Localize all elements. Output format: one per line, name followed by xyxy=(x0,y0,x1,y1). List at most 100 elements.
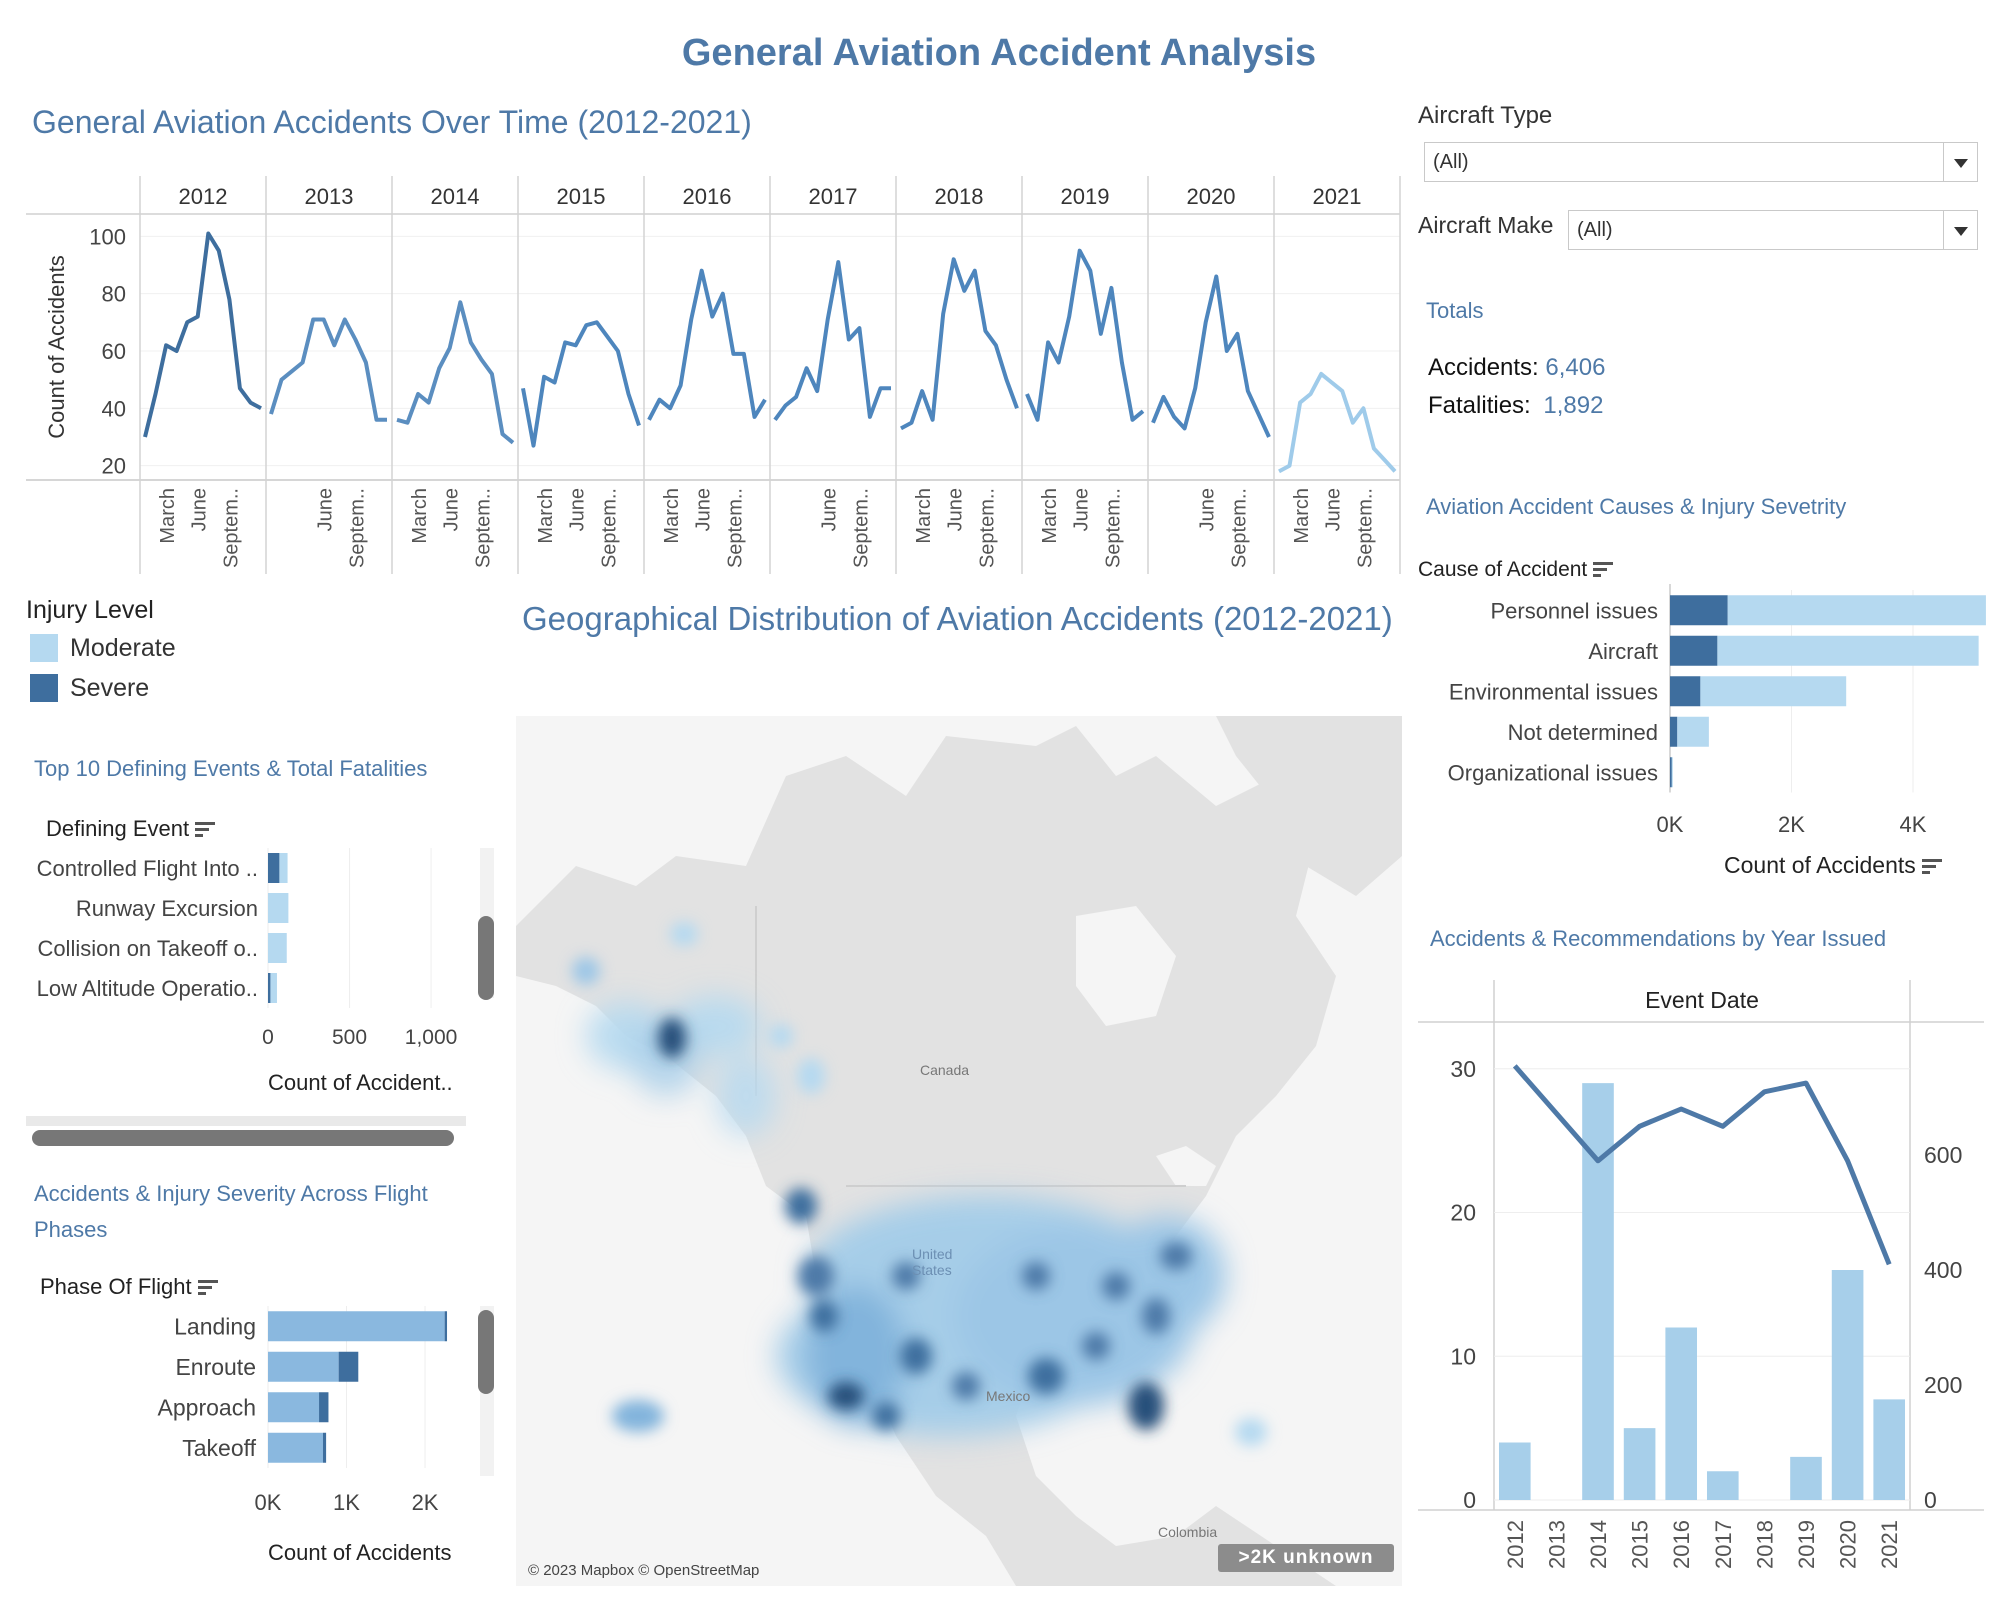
causes-bar-moderate[interactable] xyxy=(1700,676,1847,707)
events-bar-moderate[interactable] xyxy=(270,973,277,1003)
phases-bar-severe[interactable] xyxy=(338,1351,359,1382)
events-category-label[interactable]: Low Altitude Operatio.. xyxy=(37,976,258,1001)
causes-bar-severe[interactable] xyxy=(1670,595,1728,626)
defining-event-header[interactable]: Defining Event xyxy=(46,816,216,842)
ts-line-2014[interactable] xyxy=(396,300,515,445)
causes-bar-moderate[interactable] xyxy=(1671,757,1673,788)
ts-line-2018[interactable] xyxy=(900,257,1019,431)
events-category-label[interactable]: Controlled Flight Into .. xyxy=(37,856,258,881)
rec-bar-2016[interactable] xyxy=(1665,1327,1698,1501)
events-vertical-scrollbar[interactable] xyxy=(478,916,494,1000)
sort-icon[interactable] xyxy=(1921,858,1942,875)
events-x-tick-label: 0 xyxy=(262,1026,274,1049)
accident-map[interactable]: Canada United States Mexico Colombia © 2… xyxy=(516,716,1402,1586)
causes-category-label[interactable]: Not determined xyxy=(1508,720,1658,745)
rec-bar-2021[interactable] xyxy=(1873,1399,1906,1500)
phases-category-label[interactable]: Enroute xyxy=(175,1354,256,1380)
ts-month-tick-label: Septem.. xyxy=(472,488,494,568)
phases-bar-moderate[interactable] xyxy=(268,1351,339,1382)
causes-category-label[interactable]: Environmental issues xyxy=(1449,679,1658,704)
rec-x-tick-label: 2018 xyxy=(1752,1520,1777,1569)
ts-line-2015[interactable] xyxy=(521,320,641,448)
causes-bar-moderate[interactable] xyxy=(1677,716,1709,747)
ts-line-2016[interactable] xyxy=(647,268,767,421)
causes-x-tick-label: 2K xyxy=(1778,812,1805,837)
rec-right-tick-label: 400 xyxy=(1924,1257,1962,1283)
aircraft-make-dropdown[interactable]: (All) xyxy=(1568,210,1978,250)
rec-x-tick-label: 2015 xyxy=(1628,1520,1653,1569)
ts-line-2020[interactable] xyxy=(1151,274,1271,438)
events-bar-severe[interactable] xyxy=(268,853,280,883)
sort-icon[interactable] xyxy=(1593,562,1614,578)
causes-bar-moderate[interactable] xyxy=(1717,635,1979,666)
rec-x-tick-label: 2019 xyxy=(1794,1520,1819,1569)
causes-x-tick-label: 4K xyxy=(1900,812,1927,837)
phases-x-tick-label: 0K xyxy=(255,1490,282,1515)
chevron-down-icon[interactable] xyxy=(1943,143,1977,181)
ts-month-tick-label: Septem.. xyxy=(1228,488,1250,568)
aircraft-type-value: (All) xyxy=(1433,151,1469,173)
hudson-bay xyxy=(1076,906,1176,1026)
ts-year-header: 2016 xyxy=(683,184,732,209)
sort-icon[interactable] xyxy=(197,1280,218,1296)
ts-month-tick-label: Septem.. xyxy=(724,488,746,568)
ts-month-tick-label: March xyxy=(1039,488,1061,544)
events-bar-moderate[interactable] xyxy=(268,893,289,923)
ts-line-2017[interactable] xyxy=(773,260,891,421)
ts-line-2013[interactable] xyxy=(269,317,387,422)
phases-bar-severe[interactable] xyxy=(322,1432,327,1463)
causes-bar-severe[interactable] xyxy=(1670,635,1718,666)
phases-category-label[interactable]: Approach xyxy=(158,1394,256,1420)
phases-bar-severe[interactable] xyxy=(444,1311,448,1342)
map-label-mexico: Mexico xyxy=(986,1388,1031,1404)
events-bar-moderate[interactable] xyxy=(268,933,287,963)
events-category-label[interactable]: Runway Excursion xyxy=(76,896,258,921)
rec-line-series[interactable] xyxy=(1512,1064,1892,1266)
causes-bar-severe[interactable] xyxy=(1670,676,1701,707)
phase-header[interactable]: Phase Of Flight xyxy=(40,1274,218,1300)
events-category-label[interactable]: Collision on Takeoff o.. xyxy=(37,936,258,961)
aircraft-type-dropdown[interactable]: (All) xyxy=(1424,142,1978,182)
ts-month-tick-label: Septem.. xyxy=(346,488,368,568)
phases-bar-moderate[interactable] xyxy=(268,1392,320,1423)
time-series-title: General Aviation Accidents Over Time (20… xyxy=(32,104,752,140)
causes-x-tick-label: 0K xyxy=(1657,812,1684,837)
rec-bar-2019[interactable] xyxy=(1790,1456,1822,1500)
rec-bar-2015[interactable] xyxy=(1623,1428,1656,1500)
chevron-down-icon[interactable] xyxy=(1943,211,1977,249)
phases-vertical-scrollbar[interactable] xyxy=(478,1310,494,1394)
causes-bar-severe[interactable] xyxy=(1670,757,1672,788)
phases-bar-moderate[interactable] xyxy=(268,1432,323,1463)
causes-bar-moderate[interactable] xyxy=(1727,595,1986,626)
unknown-locations-badge[interactable]: >2K unknown xyxy=(1218,1544,1394,1572)
events-horizontal-scrollbar[interactable] xyxy=(32,1130,454,1146)
phases-category-label[interactable]: Takeoff xyxy=(182,1435,256,1461)
phases-category-label[interactable]: Landing xyxy=(174,1313,256,1339)
ts-year-header: 2012 xyxy=(179,184,228,209)
sort-icon[interactable] xyxy=(195,822,216,838)
rec-bar-2017[interactable] xyxy=(1706,1471,1739,1500)
causes-category-label[interactable]: Aircraft xyxy=(1588,639,1658,664)
causes-category-label[interactable]: Organizational issues xyxy=(1448,760,1658,785)
ts-line-2021[interactable] xyxy=(1278,371,1397,474)
map-attribution[interactable]: © 2023 Mapbox © OpenStreetMap xyxy=(528,1562,760,1579)
rec-bar-2020[interactable] xyxy=(1831,1270,1864,1500)
ts-month-tick-label: Septem.. xyxy=(1354,488,1376,568)
events-bar-moderate[interactable] xyxy=(279,853,288,883)
cause-header[interactable]: Cause of Accident xyxy=(1418,558,1614,582)
causes-bar-severe[interactable] xyxy=(1670,716,1678,747)
ts-line-2019[interactable] xyxy=(1025,248,1145,422)
events-bar-severe[interactable] xyxy=(268,973,271,1003)
phases-x-tick-label: 1K xyxy=(333,1490,360,1515)
phases-bar-moderate[interactable] xyxy=(268,1311,445,1342)
causes-category-label[interactable]: Personnel issues xyxy=(1490,598,1658,623)
phases-bar-severe[interactable] xyxy=(319,1392,329,1423)
ts-line-2012[interactable] xyxy=(143,231,262,438)
rec-bar-2012[interactable] xyxy=(1498,1442,1531,1501)
causes-x-axis-title[interactable]: Count of Accidents xyxy=(1724,852,1942,879)
